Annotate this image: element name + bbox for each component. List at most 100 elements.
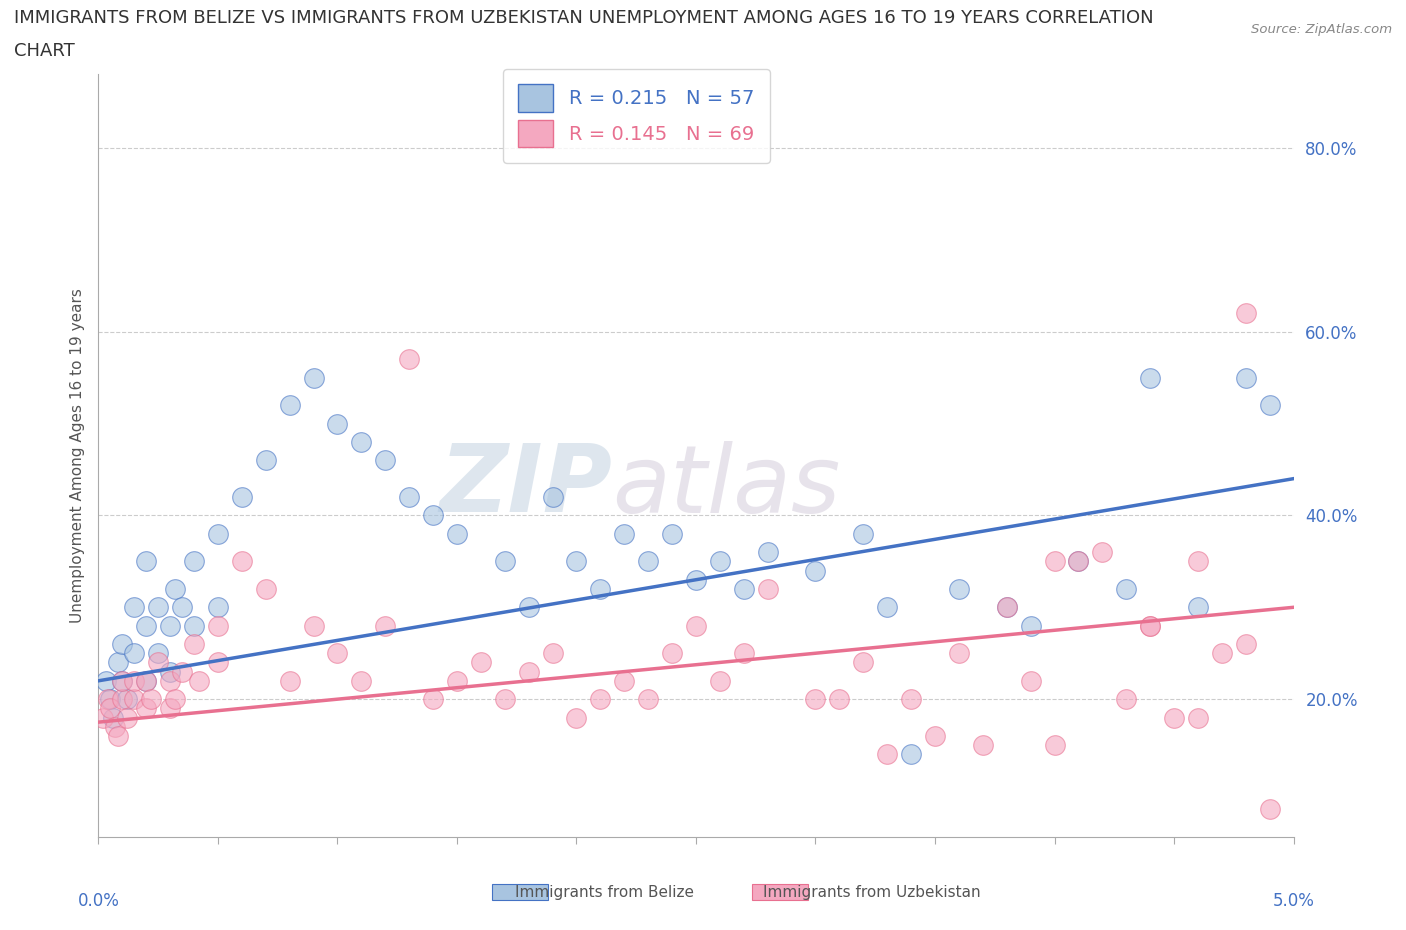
Point	[948, 645, 970, 660]
Point	[124, 600, 146, 615]
Point	[1091, 545, 1114, 560]
Point	[148, 645, 170, 660]
Point	[494, 554, 516, 569]
Point	[159, 664, 181, 679]
Point	[948, 581, 970, 596]
Point	[613, 526, 636, 541]
Point	[159, 618, 181, 633]
Point	[97, 692, 120, 707]
Point	[135, 701, 157, 716]
Point	[733, 645, 755, 660]
Point	[207, 526, 229, 541]
Point	[98, 701, 122, 716]
Point	[302, 370, 325, 385]
Point	[326, 416, 349, 431]
Point	[1187, 554, 1209, 569]
Point	[589, 581, 612, 596]
Point	[124, 645, 146, 660]
Point	[685, 618, 707, 633]
Point	[470, 655, 492, 670]
Point	[733, 581, 755, 596]
Point	[135, 673, 157, 688]
Point	[115, 692, 138, 707]
Point	[661, 526, 683, 541]
Text: 0.0%: 0.0%	[77, 892, 120, 910]
Point	[107, 655, 129, 670]
Point	[135, 618, 157, 633]
Point	[1258, 802, 1281, 817]
Point	[900, 747, 922, 762]
Point	[187, 673, 209, 688]
Text: 5.0%: 5.0%	[1272, 892, 1315, 910]
Point	[709, 673, 731, 688]
Point	[995, 600, 1018, 615]
Point	[159, 673, 181, 688]
Point	[995, 600, 1018, 615]
Point	[589, 692, 612, 707]
Point	[565, 554, 588, 569]
Text: IMMIGRANTS FROM BELIZE VS IMMIGRANTS FROM UZBEKISTAN UNEMPLOYMENT AMONG AGES 16 : IMMIGRANTS FROM BELIZE VS IMMIGRANTS FRO…	[14, 9, 1154, 27]
Point	[148, 655, 170, 670]
Point	[148, 600, 170, 615]
Point	[972, 737, 994, 752]
Text: Source: ZipAtlas.com: Source: ZipAtlas.com	[1251, 23, 1392, 36]
Point	[1211, 645, 1233, 660]
Point	[1163, 711, 1185, 725]
Point	[852, 526, 875, 541]
Point	[1043, 554, 1066, 569]
Point	[1067, 554, 1090, 569]
Point	[756, 581, 779, 596]
Point	[756, 545, 779, 560]
Point	[163, 692, 186, 707]
Point	[446, 526, 468, 541]
Point	[398, 489, 420, 504]
Point	[1234, 306, 1257, 321]
Point	[422, 692, 444, 707]
Point	[1187, 600, 1209, 615]
Point	[804, 563, 827, 578]
Point	[1139, 370, 1161, 385]
Point	[254, 581, 277, 596]
Point	[828, 692, 851, 707]
Point	[91, 711, 114, 725]
Point	[422, 508, 444, 523]
Point	[804, 692, 827, 707]
Text: CHART: CHART	[14, 42, 75, 60]
Point	[98, 692, 122, 707]
Point	[1139, 618, 1161, 633]
Point	[104, 719, 127, 734]
Point	[207, 600, 229, 615]
Point	[163, 581, 186, 596]
Point	[231, 554, 253, 569]
Point	[541, 489, 564, 504]
Point	[1115, 692, 1137, 707]
Y-axis label: Unemployment Among Ages 16 to 19 years: Unemployment Among Ages 16 to 19 years	[69, 288, 84, 623]
Point	[637, 692, 659, 707]
Text: ZIP: ZIP	[440, 440, 613, 532]
Point	[852, 655, 875, 670]
Point	[517, 600, 540, 615]
Point	[278, 398, 301, 413]
Point	[350, 434, 373, 449]
Point	[541, 645, 564, 660]
Point	[135, 554, 157, 569]
Point	[709, 554, 731, 569]
Point	[494, 692, 516, 707]
Point	[1234, 637, 1257, 652]
Point	[231, 489, 253, 504]
Point	[172, 664, 194, 679]
Point	[111, 692, 134, 707]
Text: Immigrants from Uzbekistan: Immigrants from Uzbekistan	[763, 885, 980, 900]
Point	[159, 701, 181, 716]
Point	[398, 352, 420, 366]
Point	[374, 453, 396, 468]
Point	[111, 637, 134, 652]
Point	[613, 673, 636, 688]
Point	[637, 554, 659, 569]
Point	[111, 673, 134, 688]
Point	[124, 692, 146, 707]
Point	[111, 673, 134, 688]
Point	[183, 554, 205, 569]
Point	[1019, 673, 1042, 688]
Legend: R = 0.215   N = 57, R = 0.145   N = 69: R = 0.215 N = 57, R = 0.145 N = 69	[503, 69, 769, 163]
